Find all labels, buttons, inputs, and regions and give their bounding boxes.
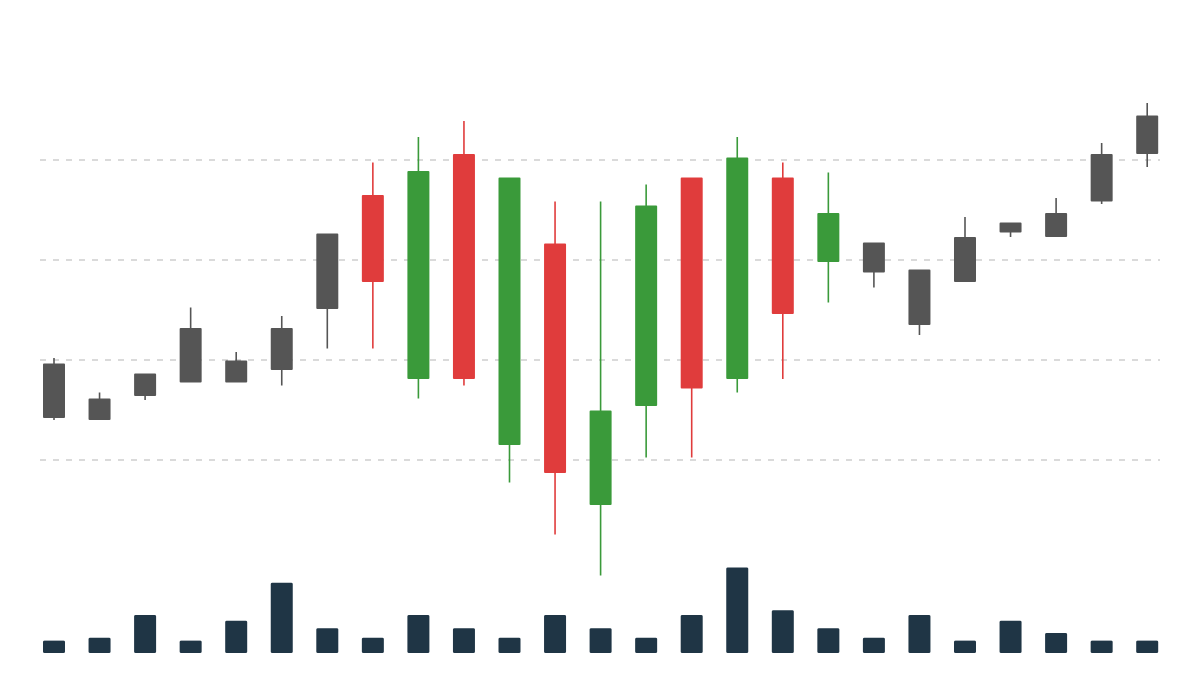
candle (1136, 103, 1159, 167)
volume-bar (1045, 633, 1068, 653)
candle-body (771, 177, 794, 314)
candle (771, 162, 794, 379)
volume-bar (908, 615, 931, 653)
volume-bar (1090, 640, 1113, 653)
candle-body (498, 177, 521, 445)
candle (680, 177, 703, 458)
volume-bar (771, 610, 794, 653)
candle-body (134, 373, 157, 396)
candle-body (361, 195, 384, 282)
candle (726, 137, 749, 393)
candle-body (316, 233, 339, 309)
candle-body (179, 328, 202, 383)
volume-bar (407, 615, 430, 653)
volume-bar (225, 620, 248, 653)
volume-bar (270, 582, 293, 653)
candle (999, 222, 1022, 237)
volume-bar (452, 628, 475, 653)
volume-bar (635, 637, 658, 653)
candle (954, 217, 976, 282)
volume-bar (862, 637, 885, 653)
candle (407, 137, 430, 399)
candle-body (407, 171, 430, 379)
candle-body (726, 157, 749, 379)
candle (43, 358, 65, 420)
candle (498, 177, 521, 483)
volume-bar (999, 620, 1022, 653)
candle-body (908, 269, 931, 325)
candle-body (544, 243, 567, 473)
volume-bar (134, 615, 157, 653)
candle (635, 184, 658, 458)
candle-body (43, 363, 65, 418)
candle (179, 307, 202, 383)
candle (862, 242, 885, 288)
volume-bar (1136, 640, 1159, 653)
candle-layer (43, 103, 1159, 576)
candle-body (999, 222, 1022, 233)
candle-body (452, 154, 475, 379)
candle (88, 392, 111, 420)
volume-bar (726, 567, 749, 653)
candle (908, 269, 931, 335)
candle-body (225, 360, 248, 383)
candle-body (635, 205, 658, 406)
volume-bar (361, 637, 384, 653)
candle-body (88, 398, 111, 420)
volume-bar (817, 628, 840, 653)
candle-body (270, 328, 293, 370)
candle (817, 172, 840, 303)
candle (270, 316, 293, 386)
candle-body (1136, 115, 1159, 154)
candle (1045, 198, 1068, 237)
candle-body (589, 410, 612, 505)
volume-bar (589, 628, 612, 653)
volume-bar (43, 640, 65, 653)
candle-body (680, 177, 703, 389)
candle (225, 352, 248, 383)
candle (452, 121, 475, 386)
candle (1090, 143, 1113, 204)
candle-body (817, 213, 840, 262)
volume-bar (179, 640, 202, 653)
candle (316, 233, 339, 349)
volume-bar (544, 615, 567, 653)
candle (361, 162, 384, 349)
candle-body (862, 242, 885, 273)
volume-bar (88, 637, 111, 653)
volume-bar (954, 640, 976, 653)
candle-body (1045, 213, 1068, 237)
volume-bar (498, 637, 521, 653)
volume-layer (43, 567, 1159, 653)
volume-bar (316, 628, 339, 653)
candle (544, 201, 567, 535)
candle-body (954, 237, 976, 282)
candle (589, 201, 612, 576)
candle-body (1090, 154, 1113, 202)
volume-bar (680, 615, 703, 653)
candle (134, 373, 157, 400)
